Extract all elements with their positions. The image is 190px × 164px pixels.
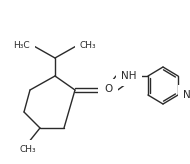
Text: CH₃: CH₃: [80, 41, 97, 50]
Text: N: N: [103, 85, 111, 95]
Text: O: O: [105, 84, 113, 94]
Text: N: N: [183, 90, 190, 100]
Text: NH: NH: [121, 71, 136, 81]
Text: H₃C: H₃C: [13, 41, 30, 50]
Text: CH₃: CH₃: [20, 145, 36, 154]
